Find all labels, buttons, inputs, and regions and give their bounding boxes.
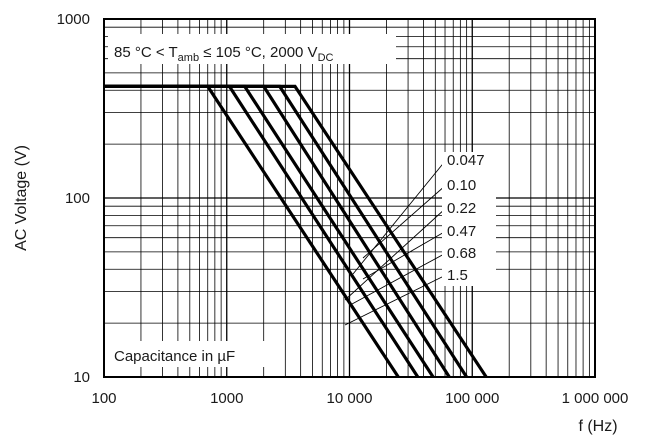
series-lines bbox=[104, 84, 488, 378]
series-label-0-10: 0.10 bbox=[447, 177, 476, 194]
x-axis-title: f (Hz) bbox=[578, 418, 617, 435]
y-tick-label: 100 bbox=[65, 190, 90, 207]
series-label-0-047: 0.047 bbox=[447, 152, 485, 169]
condition-box bbox=[108, 34, 396, 64]
series-line-1-5 bbox=[104, 84, 400, 378]
y-tick-label: 1000 bbox=[57, 11, 90, 28]
legend-title: Capacitance in µF bbox=[114, 348, 235, 365]
x-tick-label: 100 bbox=[91, 390, 116, 407]
series-labels: 0.047 0.10 0.22 0.47 0.68 1.5 bbox=[447, 152, 485, 284]
leader-line-0-10 bbox=[362, 184, 447, 259]
y-axis-title: AC Voltage (V) bbox=[13, 145, 30, 251]
condition-annotation: 85 °C < Tamb ≤ 105 °C, 2000 VDC bbox=[114, 44, 334, 64]
y-tick-labels: 10 100 1000 bbox=[57, 11, 90, 386]
leader-line-0-047 bbox=[352, 159, 447, 275]
leader-line-1-5 bbox=[344, 274, 447, 326]
label-leader-lines bbox=[344, 159, 447, 326]
series-line-0-47 bbox=[104, 84, 435, 378]
series-label-1-5: 1.5 bbox=[447, 267, 468, 284]
leader-line-0-68 bbox=[351, 252, 447, 305]
y-tick-label: 10 bbox=[73, 369, 90, 386]
series-line-0-22 bbox=[104, 84, 451, 378]
x-tick-label: 1 000 000 bbox=[562, 390, 629, 407]
x-tick-label: 100 000 bbox=[445, 390, 499, 407]
x-tick-labels: 100 1000 10 000 100 000 1 000 000 bbox=[91, 390, 628, 407]
plot-frame bbox=[103, 18, 596, 378]
series-label-0-47: 0.47 bbox=[447, 223, 476, 240]
series-label-0-68: 0.68 bbox=[447, 245, 476, 262]
legend-title-box bbox=[108, 341, 268, 367]
x-tick-label: 10 000 bbox=[327, 390, 373, 407]
series-label-box bbox=[442, 152, 496, 286]
leader-line-0-22 bbox=[344, 207, 447, 301]
series-line-0-047 bbox=[104, 84, 488, 378]
series-label-0-22: 0.22 bbox=[447, 200, 476, 217]
leader-line-0-47 bbox=[362, 230, 447, 280]
x-tick-label: 1000 bbox=[210, 390, 243, 407]
